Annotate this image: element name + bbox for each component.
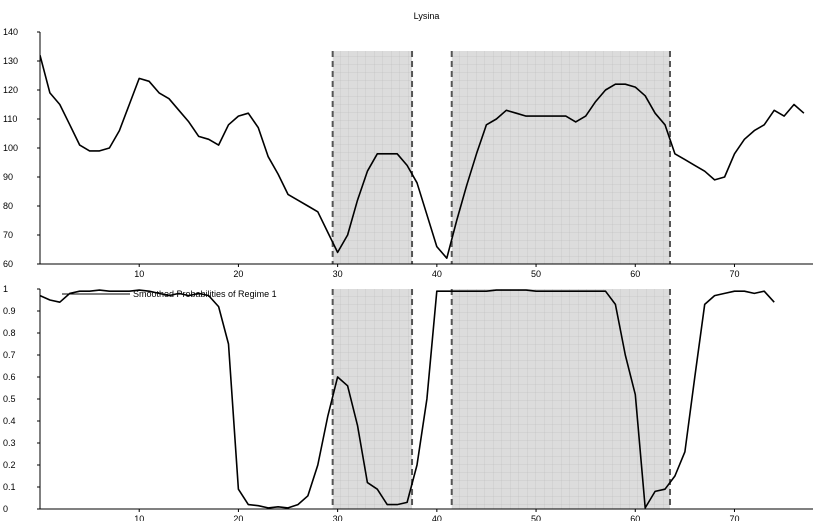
shaded-region-1 — [332, 51, 413, 264]
y-tick-label: 100 — [3, 143, 18, 153]
x-tick-label: 70 — [729, 514, 739, 521]
y-tick-label: 130 — [3, 56, 18, 66]
y-tick-label: 70 — [3, 230, 13, 240]
y-tick-label: 0.4 — [3, 416, 16, 426]
y-tick-label: 1 — [3, 284, 8, 294]
x-tick-label: 60 — [630, 269, 640, 279]
y-tick-label: 0.6 — [3, 372, 16, 382]
y-tick-label: 0.8 — [3, 328, 16, 338]
shaded-region-2 — [451, 289, 670, 509]
y-tick-label: 0.3 — [3, 438, 16, 448]
shaded-region-1 — [332, 289, 413, 509]
x-tick-label: 40 — [432, 514, 442, 521]
x-tick-label: 20 — [233, 269, 243, 279]
y-tick-label: 0.5 — [3, 394, 16, 404]
x-tick-label: 70 — [729, 269, 739, 279]
x-tick-label: 30 — [333, 269, 343, 279]
y-tick-label: 80 — [3, 201, 13, 211]
y-tick-label: 60 — [3, 259, 13, 269]
x-tick-label: 10 — [134, 514, 144, 521]
chart-title: Lysina — [414, 11, 440, 21]
y-tick-label: 0.1 — [3, 482, 16, 492]
x-tick-label: 30 — [333, 514, 343, 521]
y-tick-label: 120 — [3, 85, 18, 95]
top-panel-lysina: 60 70 80 90 100 110 120 130 140 10 20 30 40 50 60 70 Lys… — [3, 11, 813, 279]
y-tick-label: 0.2 — [3, 460, 16, 470]
x-tick-label: 50 — [531, 269, 541, 279]
x-tick-label: 60 — [630, 514, 640, 521]
y-tick-label: 90 — [3, 172, 13, 182]
y-tick-label: 0.7 — [3, 350, 16, 360]
bottom-panel-probabilities: 0 0.1 0.2 0.3 0.4 0.5 0.6 0.7 0.8 0.9 1 10 20 30 40 50 6… — [3, 284, 813, 521]
y-tick-label: 110 — [3, 114, 17, 124]
x-tick-label: 20 — [233, 514, 243, 521]
legend-label: Smoothed Probabilities of Regime 1 — [133, 289, 277, 299]
y-tick-label: 0 — [3, 504, 8, 514]
x-tick-label: 10 — [134, 269, 144, 279]
y-tick-label: 140 — [3, 27, 18, 37]
x-tick-label: 40 — [432, 269, 442, 279]
y-tick-label: 0.9 — [3, 306, 16, 316]
shaded-region-2 — [451, 51, 670, 264]
series-line — [40, 289, 775, 509]
x-tick-label: 50 — [531, 514, 541, 521]
series-line — [40, 54, 805, 260]
